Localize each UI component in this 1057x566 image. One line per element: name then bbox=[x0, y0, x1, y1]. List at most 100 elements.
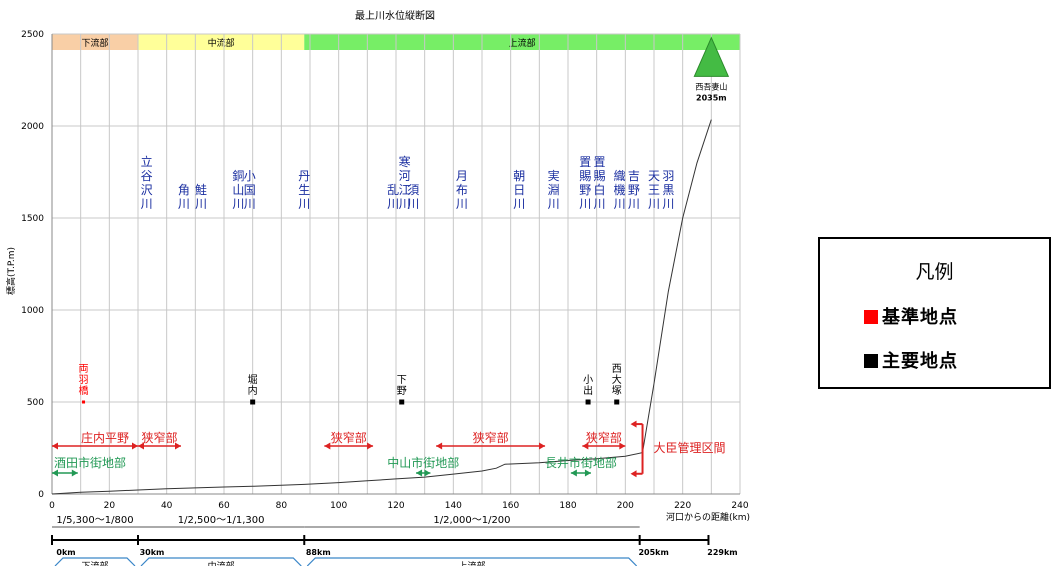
x-tick-label: 0 bbox=[49, 501, 55, 511]
x-tick-label: 60 bbox=[218, 501, 230, 511]
y-tick-label: 2500 bbox=[21, 30, 44, 40]
legend-label: 主要地点 bbox=[882, 351, 958, 372]
red-range-arrow-head bbox=[132, 442, 138, 450]
tributary-label-char: 川 bbox=[195, 197, 207, 211]
tributary-label-char: 布 bbox=[456, 183, 468, 197]
station-marker bbox=[585, 399, 591, 405]
slope-label: 1/2,000～1/200 bbox=[433, 515, 510, 526]
management-label: 大臣管理区間 bbox=[654, 440, 726, 455]
station-label-char: 両 bbox=[79, 364, 89, 375]
legend-swatch-red bbox=[864, 310, 878, 324]
tributary-label-char: 天 bbox=[648, 169, 660, 183]
legend-item-major: 主要地点 bbox=[864, 347, 958, 373]
station-points: 両羽橋 堀内 下野 小出 西大塚 bbox=[79, 364, 622, 405]
bottom-section-label: 下流部 bbox=[81, 560, 108, 566]
y-tick-label: 1500 bbox=[21, 214, 44, 224]
red-range-label: 庄内平野 bbox=[81, 430, 129, 445]
tributary-label-char: 川 bbox=[662, 197, 674, 211]
x-tick-label: 240 bbox=[731, 501, 748, 511]
section-label: 下流部 bbox=[81, 37, 108, 49]
tributary-label-char: 河 bbox=[399, 169, 411, 183]
green-range-arrow-head bbox=[52, 469, 58, 477]
slope-label: 1/2,500～1/1,300 bbox=[178, 515, 265, 526]
chart-title: 最上川水位縦断図 bbox=[355, 9, 435, 22]
tributary-label-char: 川 bbox=[614, 197, 626, 211]
tributary-label-char: 生 bbox=[298, 183, 310, 197]
tributary-label-char: 小 bbox=[244, 169, 256, 183]
tributary-label-char: 川 bbox=[456, 197, 468, 211]
tributary-label-char: 沢 bbox=[141, 183, 153, 197]
tributary-label-char: 川 bbox=[399, 197, 411, 211]
tributary-label-char: 吉 bbox=[628, 169, 640, 183]
tributary-label-char: 江 bbox=[399, 183, 411, 197]
y-tick-label: 0 bbox=[38, 490, 44, 500]
section-band bbox=[304, 34, 740, 50]
x-tick-label: 140 bbox=[445, 501, 462, 511]
section-label: 中流部 bbox=[208, 37, 235, 49]
km-label: 30km bbox=[140, 548, 165, 557]
legend-item-reference: 基準地点 bbox=[864, 303, 958, 329]
tributary-label-char: 野 bbox=[579, 183, 591, 197]
green-range-arrow-head bbox=[570, 469, 577, 477]
tributary-label-char: 川 bbox=[628, 197, 640, 211]
tributary-label-char: 川 bbox=[648, 197, 660, 211]
section-bracket bbox=[140, 557, 302, 566]
axes: 0 500 1000 1500 2000 2500 0 20 40 60 80 100 120 140 16… bbox=[21, 30, 749, 511]
km-label: 205km bbox=[638, 548, 668, 557]
y-axis-label: 標高(T.P.m) bbox=[5, 247, 17, 295]
summit-elevation: 2035m bbox=[696, 93, 727, 102]
green-range-arrow-head bbox=[424, 469, 431, 477]
tributary-label-char: 須 bbox=[407, 183, 419, 197]
station-label-char: 下 bbox=[397, 375, 407, 386]
tributary-label-char: 川 bbox=[178, 197, 190, 211]
summit-marker bbox=[693, 36, 730, 77]
bottom-section-label: 中流部 bbox=[208, 560, 235, 566]
x-tick-label: 20 bbox=[104, 501, 116, 511]
red-range-arrow-head bbox=[138, 442, 144, 450]
y-tick-label: 2000 bbox=[21, 122, 44, 132]
station-marker bbox=[399, 399, 405, 405]
tributary-label-char: 織 bbox=[614, 169, 626, 183]
slope-label: 1/5,300～1/800 bbox=[56, 515, 133, 526]
tributary-label-char: 置 bbox=[594, 155, 606, 169]
red-range-arrow-head bbox=[324, 442, 331, 450]
tributary-label-char: 置 bbox=[579, 155, 591, 169]
green-range-label: 中山市街地部 bbox=[387, 455, 459, 470]
red-range-arrow-head bbox=[539, 442, 546, 450]
legend-label: 基準地点 bbox=[882, 307, 958, 328]
red-range-arrow-head bbox=[367, 442, 374, 450]
green-range-arrow-head bbox=[71, 469, 78, 477]
red-range-arrow-head bbox=[619, 442, 626, 450]
station-label-char: 羽 bbox=[79, 374, 89, 386]
tributary-label-char: 日 bbox=[513, 183, 525, 197]
legend-title: 凡例 bbox=[915, 261, 954, 283]
tributary-label-char: 銅 bbox=[232, 169, 244, 183]
tributary-label-char: 王 bbox=[648, 183, 660, 197]
x-tick-label: 200 bbox=[617, 501, 634, 511]
x-tick-label: 40 bbox=[161, 501, 173, 511]
section-band bbox=[52, 34, 138, 50]
section-bands: 下流部 中流部 上流部 bbox=[52, 34, 740, 50]
green-range-arrow-head bbox=[416, 469, 423, 477]
legend-box: 凡例 基準地点 主要地点 bbox=[818, 237, 1051, 389]
tributary-label-char: 立 bbox=[141, 154, 153, 169]
tributary-label-char: 実 bbox=[548, 168, 560, 183]
tributary-label-char: 朝 bbox=[513, 169, 525, 183]
profile-line bbox=[51, 119, 712, 495]
tributary-label-char: 山 bbox=[232, 183, 244, 197]
slope-bar: 1/5,300～1/800 1/2,500～1/1,300 1/2,000～1/20… bbox=[51, 515, 738, 566]
tributary-label-char: 国 bbox=[244, 183, 256, 197]
section-label: 上流部 bbox=[509, 37, 536, 49]
red-range-arrow-head bbox=[582, 442, 589, 450]
tributary-label-char: 乱 bbox=[387, 183, 399, 197]
x-tick-label: 160 bbox=[502, 501, 519, 511]
tributary-label-char: 鮭 bbox=[195, 182, 207, 197]
tributary-label-char: 角 bbox=[178, 183, 190, 197]
green-range-label: 長井市街地部 bbox=[545, 455, 617, 470]
station-label-char: 内 bbox=[248, 384, 258, 397]
tributary-label-char: 川 bbox=[548, 197, 560, 211]
tributary-label-char: 川 bbox=[298, 197, 310, 211]
management-head bbox=[630, 470, 637, 478]
management-head bbox=[630, 420, 637, 428]
